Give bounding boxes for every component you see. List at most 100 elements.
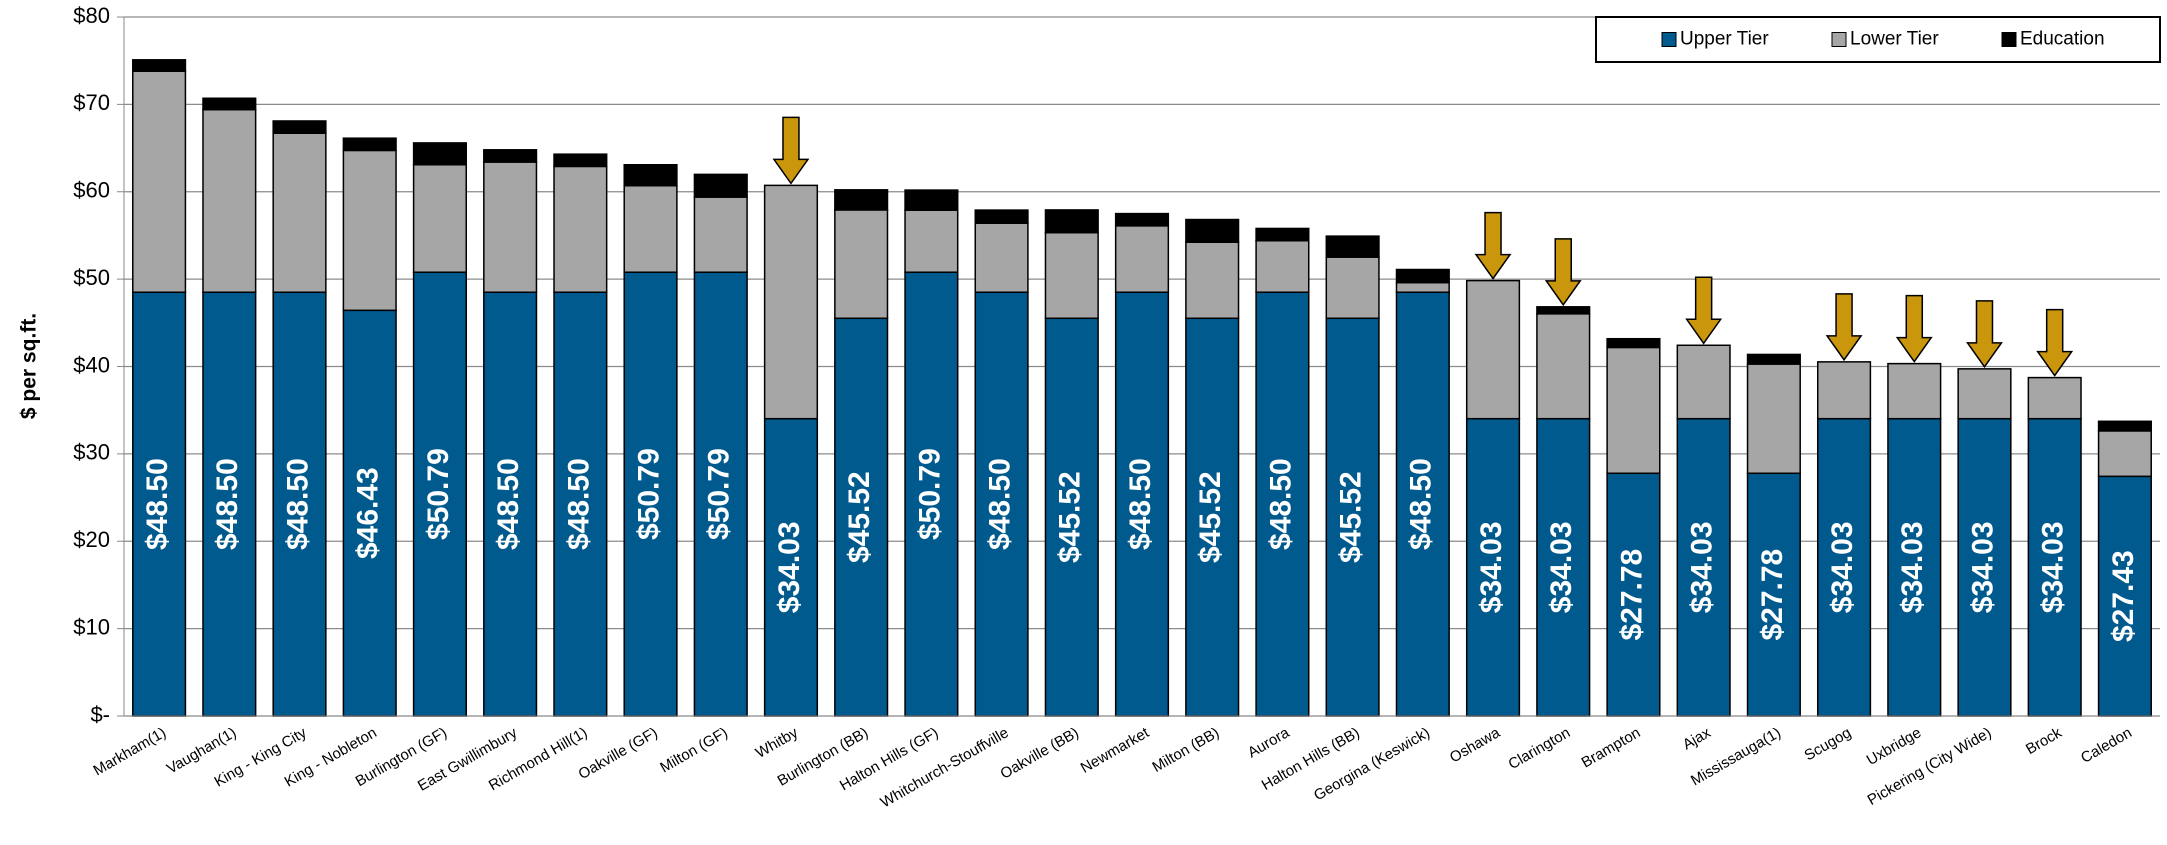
x-tick-label: Whitby — [753, 724, 802, 762]
bar-segment — [1114, 225, 1170, 293]
bar-segment — [272, 291, 327, 717]
value-label: $48.50 — [1264, 458, 1297, 550]
bar-segment — [623, 164, 678, 187]
arrow — [1825, 293, 1863, 362]
x-tick-label: Ajax — [1680, 724, 1714, 754]
bar-segment — [1395, 268, 1450, 284]
value-label: $45.52 — [1335, 471, 1368, 563]
bar-segment — [1044, 209, 1099, 234]
y-axis-title: $ per sq.ft. — [18, 313, 41, 419]
bar-segment — [1887, 362, 1942, 420]
arrow — [2036, 308, 2074, 377]
value-label: $34.03 — [1475, 521, 1508, 613]
value-label: $48.50 — [492, 458, 525, 550]
value-label: $45.52 — [1194, 471, 1227, 563]
legend-box — [1595, 16, 2161, 63]
x-tick-label: Clarington — [1506, 724, 1574, 773]
value-label: $27.43 — [2107, 550, 2140, 642]
x-tick-label: Oakville (BB) — [997, 724, 1081, 782]
value-label: $50.79 — [422, 448, 455, 540]
bar-segment — [1606, 346, 1661, 475]
value-label: $34.03 — [1686, 521, 1719, 613]
bar-segment — [1746, 363, 1801, 475]
bar-segment — [1325, 235, 1380, 258]
x-tick-label: Scugog — [1801, 724, 1854, 764]
value-label: $48.50 — [211, 458, 244, 550]
bar-segment — [1325, 256, 1380, 320]
bar-segment — [904, 189, 959, 211]
x-tick-label: Uxbridge — [1864, 724, 1924, 769]
bar-segment — [2097, 420, 2152, 432]
value-label: $48.50 — [141, 458, 174, 550]
value-label: $34.03 — [2037, 521, 2070, 613]
bar-segment — [834, 209, 889, 320]
bar-segment — [483, 149, 538, 163]
bar-segment — [974, 209, 1029, 224]
arrow — [1685, 276, 1723, 345]
x-tick-label: Aurora — [1245, 724, 1293, 762]
x-tick-label: Brampton — [1579, 724, 1644, 771]
bar-segment — [1536, 306, 1591, 315]
bar-segment — [202, 291, 257, 717]
bar-segment — [342, 309, 397, 717]
legend-swatch — [2001, 32, 2017, 47]
bar-segment — [1255, 291, 1310, 717]
value-label: $34.03 — [1826, 521, 1859, 613]
value-label: $50.79 — [703, 448, 736, 540]
bar-segment — [342, 149, 397, 312]
bar-segment — [834, 189, 889, 211]
bar-segment — [1185, 241, 1240, 320]
value-label: $48.50 — [984, 458, 1017, 550]
value-label: $48.50 — [281, 458, 314, 550]
x-tick-label: Whitchurch-Stouffville — [878, 724, 1012, 811]
legend-label: Lower Tier — [1850, 29, 1939, 50]
bar-segment — [693, 196, 748, 273]
x-tick-label: Caledon — [2078, 724, 2135, 767]
value-label: $48.50 — [562, 458, 595, 550]
bar-segment — [974, 291, 1029, 717]
value-label: $34.03 — [773, 521, 806, 613]
value-label: $50.79 — [632, 448, 665, 540]
bar-segment — [2027, 417, 2082, 717]
bar-segment — [553, 165, 608, 293]
bar-segment — [272, 132, 327, 293]
bar-segment — [1957, 368, 2012, 420]
value-label: $34.03 — [1966, 521, 1999, 613]
value-label: $45.52 — [843, 471, 876, 563]
y-tick-label: $- — [90, 702, 110, 727]
value-label: $48.50 — [1405, 458, 1438, 550]
bar-segment — [412, 271, 468, 717]
bar-segment — [1325, 317, 1380, 717]
bar-segment — [1465, 279, 1521, 420]
bar-segment — [974, 222, 1029, 293]
bar-segment — [763, 184, 819, 420]
legend-label: Upper Tier — [1680, 29, 1769, 50]
bar-segment — [342, 137, 397, 152]
x-tick-label: Brock — [2023, 724, 2065, 758]
y-tick-label: $30 — [73, 440, 110, 465]
value-label: $45.52 — [1054, 471, 1087, 563]
y-tick-label: $50 — [73, 265, 110, 290]
value-label: $27.78 — [1615, 549, 1648, 641]
bar-segment — [2097, 430, 2152, 478]
bar-segment — [272, 120, 327, 134]
value-label: $27.78 — [1756, 549, 1789, 641]
x-tick-label: Pickering (City Wide) — [1865, 724, 1995, 809]
legend-swatch — [1831, 32, 1847, 47]
bar-segment — [763, 417, 819, 717]
x-tick-label: Georgina (Keswick) — [1311, 724, 1433, 804]
bar-segment — [1606, 337, 1661, 349]
arrow — [772, 116, 810, 185]
bar-segment — [132, 59, 187, 72]
bar-segment — [1255, 227, 1310, 242]
bar-segment — [623, 184, 678, 273]
bar-segment — [1536, 417, 1591, 717]
bar-segment — [202, 108, 257, 293]
y-tick-label: $10 — [73, 614, 110, 639]
bar-segment — [202, 97, 257, 111]
value-label: $48.50 — [1124, 458, 1157, 550]
arrow — [1895, 294, 1933, 363]
bar-segment — [1185, 317, 1240, 717]
legend-swatch — [1661, 32, 1677, 47]
